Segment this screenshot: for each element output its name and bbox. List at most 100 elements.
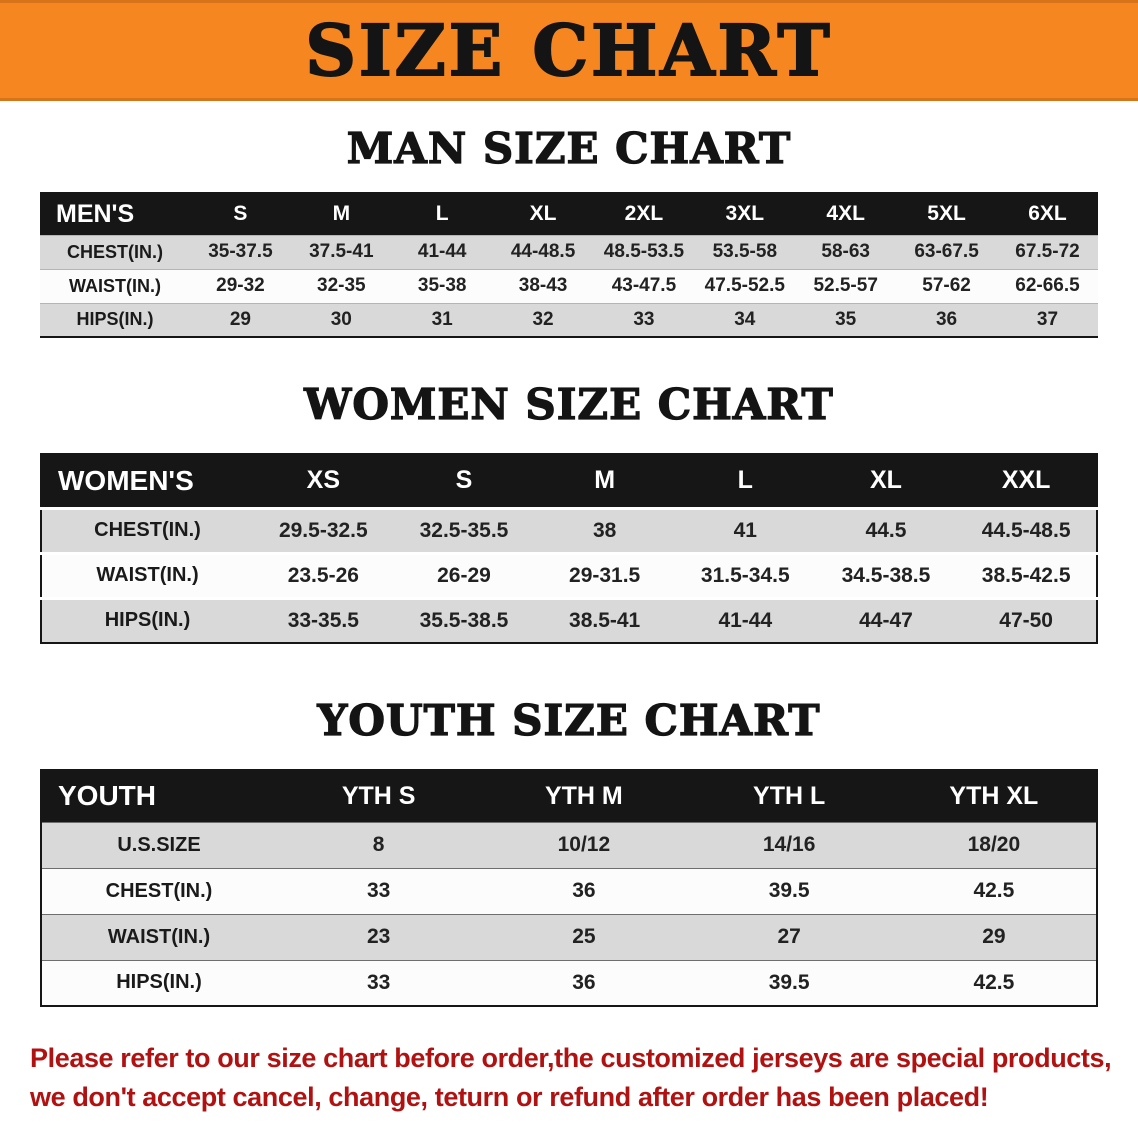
size-column-header: M [290,193,392,235]
youth-size-table: YOUTH YTH S YTH M YTH L YTH XL U.S.SIZE 8 10/12… [40,769,1098,1007]
disclaimer-line-2: we don't accept cancel, change, teturn o… [30,1082,989,1113]
size-value-cell: 29-32 [216,275,265,296]
size-value-cell: 33 [366,970,391,994]
women-size-section: WOMEN SIZE CHART WOMEN'S XS S M L XL XXL CHEST(… [0,380,1138,644]
size-value-cell: 36 [935,308,958,330]
size-value-cell: 32 [532,308,554,330]
row-label: HIPS(IN.) [104,609,191,632]
size-value-cell: 44-47 [859,608,913,632]
size-column-header: 4XL [795,193,897,235]
size-value-cell: 33-35.5 [287,608,359,632]
measurement-row: HIPS(IN.) 29 30 31 32 33 34 35 36 37 [40,303,1098,337]
size-value-cell: 43-47.5 [611,275,677,296]
women-size-table: WOMEN'S XS S M L XL XXL CHEST(IN.) 29.5-32.5 32.5… [40,453,1098,644]
men-size-table: MEN'S S M L XL 2XL 3XL 4XL 5XL 6XL CHEST(IN.) 35-37… [40,192,1098,338]
size-value-cell: 14/16 [762,833,816,856]
size-column-header: XL [492,193,594,235]
men-size-section: MAN SIZE CHART MEN'S S M L XL 2XL 3XL 4XL 5XL 6XL… [0,124,1138,338]
header-row: YOUTH YTH S YTH M YTH L YTH XL [41,770,1097,822]
measurement-row: WAIST(IN.) 23.5-26 26-29 29-31.5 31.5-34.5 34… [41,553,1097,598]
size-value-cell: 38.5-42.5 [981,563,1071,587]
size-value-cell: 29 [229,308,251,330]
measurement-row: CHEST(IN.) 33 36 39.5 42.5 [41,868,1097,914]
measurement-row: HIPS(IN.) 33 36 39.5 42.5 [41,960,1097,1006]
row-label: WAIST(IN.) [107,925,211,948]
row-label: U.S.SIZE [117,833,201,856]
women-section-heading: WOMEN SIZE CHART [304,380,834,429]
size-value-cell: 18/20 [967,833,1021,856]
size-value-cell: 29 [982,925,1006,948]
size-value-cell: 34 [734,308,756,330]
page-title: SIZE CHART [304,8,833,92]
size-value-cell: 44.5-48.5 [981,518,1071,542]
size-value-cell: 37.5-41 [309,241,374,262]
size-column-header: XS [253,454,394,508]
size-value-cell: 42.5 [973,970,1015,994]
size-value-cell: 25 [572,925,596,948]
size-column-header: YTH XL [891,770,1097,822]
row-label: HIPS(IN.) [116,971,202,994]
size-value-cell: 41-44 [718,608,773,632]
size-value-cell: 29-31.5 [569,563,641,587]
measurement-row: WAIST(IN.) 29-32 32-35 35-38 38-43 43-47.5 47.… [40,269,1098,303]
size-value-cell: 35-38 [417,275,467,296]
size-value-cell: 67.5-72 [1015,241,1080,262]
size-value-cell: 27 [777,925,801,948]
size-value-cell: 47.5-52.5 [704,275,785,296]
size-value-cell: 31 [431,308,453,330]
size-value-cell: 23 [366,925,391,948]
table-title-cell: MEN'S [40,193,190,235]
size-value-cell: 47-50 [999,608,1053,632]
youth-size-section: YOUTH SIZE CHART YOUTH YTH S YTH M YTH L YTH… [0,696,1138,1007]
row-label: CHEST(IN.) [67,241,163,262]
size-value-cell: 41 [733,518,757,542]
size-column-header: XXL [956,454,1097,508]
size-value-cell: 34.5-38.5 [841,563,931,587]
row-label: WAIST(IN.) [96,564,199,586]
row-label: WAIST(IN.) [69,275,161,296]
size-value-cell: 35.5-38.5 [419,608,509,632]
men-section-heading: MAN SIZE CHART [346,124,792,173]
size-value-cell: 58-63 [821,241,870,262]
size-value-cell: 26-29 [437,563,491,587]
measurement-row: CHEST(IN.) 29.5-32.5 32.5-35.5 38 41 44.5 44.5… [41,508,1097,553]
size-value-cell: 44-48.5 [510,241,576,262]
size-value-cell: 32.5-35.5 [419,518,509,542]
size-value-cell: 31.5-34.5 [700,563,790,587]
size-value-cell: 57-62 [922,275,971,296]
row-label: HIPS(IN.) [76,309,154,330]
size-column-header: 6XL [997,193,1098,235]
size-column-header: M [534,454,675,508]
size-value-cell: 30 [330,308,352,330]
youth-section-heading: YOUTH SIZE CHART [317,696,821,745]
size-column-header: YTH S [276,770,482,822]
row-label: CHEST(IN.) [105,879,213,902]
size-value-cell: 32-35 [317,275,366,296]
size-value-cell: 29.5-32.5 [278,518,368,542]
size-value-cell: 36 [572,970,596,994]
size-chart-banner: SIZE CHART [0,0,1138,101]
size-column-header: S [190,193,291,235]
size-value-cell: 39.5 [768,879,810,902]
size-value-cell: 53.5-58 [712,241,778,262]
size-value-cell: 42.5 [973,879,1015,902]
size-value-cell: 44.5 [865,518,907,542]
measurement-row: U.S.SIZE 8 10/12 14/16 18/20 [41,822,1097,868]
size-column-header: YTH M [481,770,687,822]
header-row: WOMEN'S XS S M L XL XXL [41,454,1097,508]
measurement-row: CHEST(IN.) 35-37.5 37.5-41 41-44 44-48.5 48.5… [40,235,1098,269]
size-column-header: 5XL [896,193,997,235]
size-value-cell: 48.5-53.5 [603,241,685,262]
disclaimer-line-1: Please refer to our size chart before or… [30,1043,1112,1073]
size-value-cell: 10/12 [557,833,611,856]
size-value-cell: 35-37.5 [208,241,273,262]
size-value-cell: 38 [592,518,617,542]
measurement-row: HIPS(IN.) 33-35.5 35.5-38.5 38.5-41 41-44 44-… [41,598,1097,643]
row-label: CHEST(IN.) [94,519,201,541]
size-value-cell: 52.5-57 [813,275,878,296]
size-value-cell: 35 [835,308,857,330]
size-value-cell: 63-67.5 [914,241,979,262]
size-value-cell: 41-44 [417,241,467,262]
size-value-cell: 62-66.5 [1015,275,1080,296]
